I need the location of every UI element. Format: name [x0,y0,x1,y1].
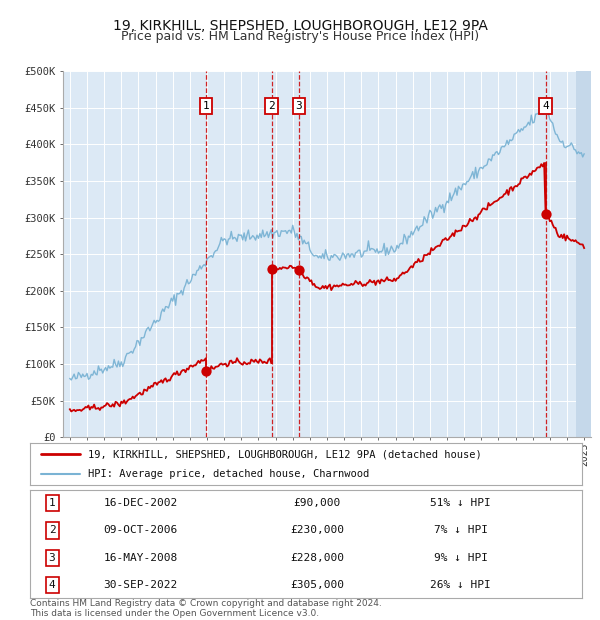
Point [541,209,550,219]
Text: 2: 2 [49,526,55,536]
Text: 2: 2 [268,101,275,111]
Point [267,264,277,274]
Bar [575,71,591,437]
Text: 19, KIRKHILL, SHEPSHED, LOUGHBOROUGH, LE12 9PA: 19, KIRKHILL, SHEPSHED, LOUGHBOROUGH, LE… [113,19,487,33]
Text: £90,000: £90,000 [293,498,341,508]
Text: 16-MAY-2008: 16-MAY-2008 [103,552,178,562]
Text: 19, KIRKHILL, SHEPSHED, LOUGHBOROUGH, LE12 9PA (detached house): 19, KIRKHILL, SHEPSHED, LOUGHBOROUGH, LE… [88,450,482,459]
Text: 4: 4 [49,580,55,590]
Text: 3: 3 [296,101,302,111]
Text: 7% ↓ HPI: 7% ↓ HPI [434,526,488,536]
Text: 1: 1 [49,498,55,508]
Text: Contains HM Land Registry data © Crown copyright and database right 2024.
This d: Contains HM Land Registry data © Crown c… [30,599,382,618]
Text: 30-SEP-2022: 30-SEP-2022 [103,580,178,590]
Point [294,265,304,275]
Text: £305,000: £305,000 [290,580,344,590]
Text: 26% ↓ HPI: 26% ↓ HPI [430,580,491,590]
Text: Price paid vs. HM Land Registry's House Price Index (HPI): Price paid vs. HM Land Registry's House … [121,30,479,43]
Text: 16-DEC-2002: 16-DEC-2002 [103,498,178,508]
Text: 9% ↓ HPI: 9% ↓ HPI [434,552,488,562]
Text: 1: 1 [203,101,209,111]
Text: 09-OCT-2006: 09-OCT-2006 [103,526,178,536]
Text: £230,000: £230,000 [290,526,344,536]
Text: 51% ↓ HPI: 51% ↓ HPI [430,498,491,508]
Point [202,366,211,376]
Text: 3: 3 [49,552,55,562]
Text: 4: 4 [542,101,549,111]
Text: £228,000: £228,000 [290,552,344,562]
Text: HPI: Average price, detached house, Charnwood: HPI: Average price, detached house, Char… [88,469,369,479]
